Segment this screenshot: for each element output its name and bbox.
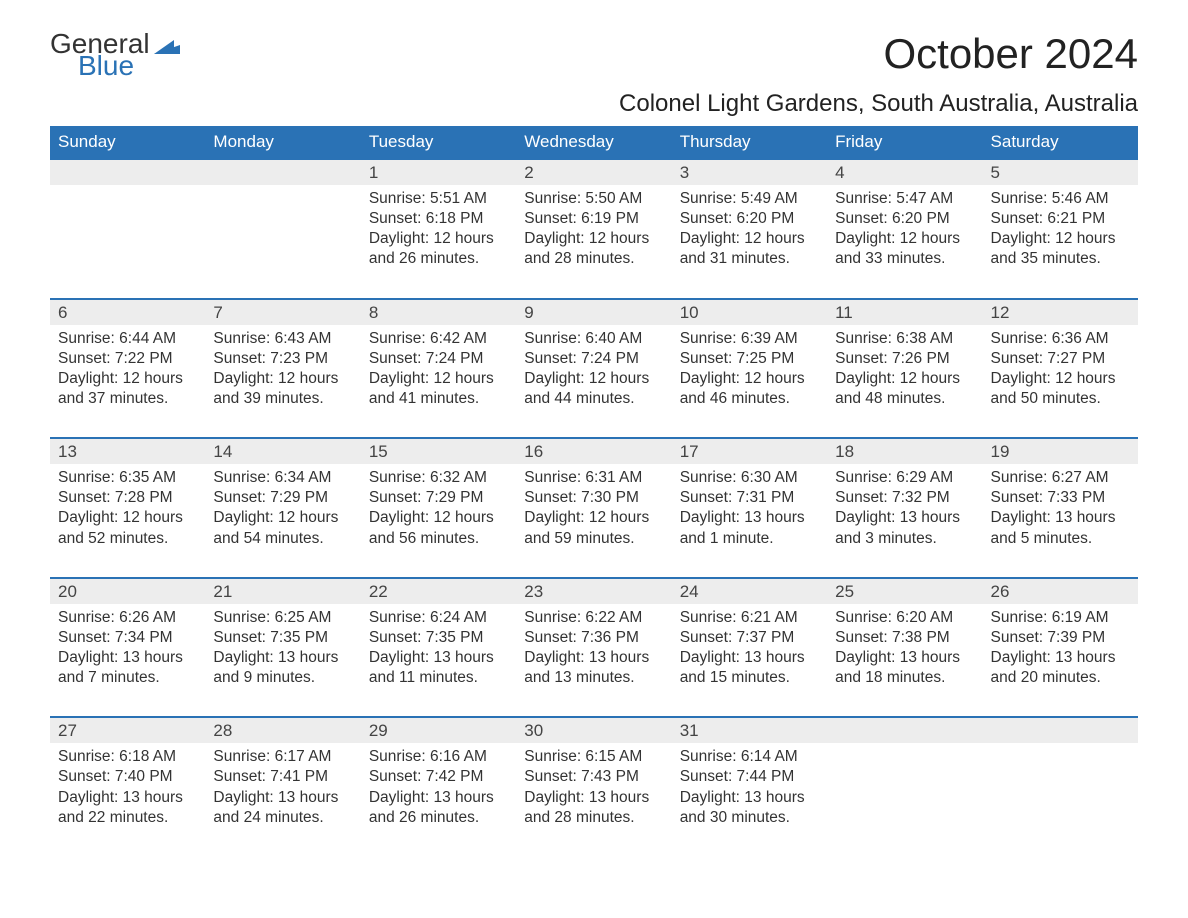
day-number: 19: [983, 438, 1138, 464]
day-number: 29: [361, 717, 516, 743]
day-number: 14: [205, 438, 360, 464]
day-detail: [205, 185, 360, 299]
day-detail: Sunrise: 6:14 AMSunset: 7:44 PMDaylight:…: [672, 743, 827, 836]
day-number: 6: [50, 299, 205, 325]
day-number: 3: [672, 159, 827, 185]
dayname-row: Sunday Monday Tuesday Wednesday Thursday…: [50, 126, 1138, 159]
week-detail-row: Sunrise: 6:18 AMSunset: 7:40 PMDaylight:…: [50, 743, 1138, 836]
page-title: October 2024: [883, 30, 1138, 78]
logo-text-blue: Blue: [78, 52, 134, 80]
day-detail: Sunrise: 6:42 AMSunset: 7:24 PMDaylight:…: [361, 325, 516, 439]
day-number: [50, 159, 205, 185]
week-daynum-row: 20212223242526: [50, 578, 1138, 604]
day-detail: Sunrise: 6:44 AMSunset: 7:22 PMDaylight:…: [50, 325, 205, 439]
week-daynum-row: 6789101112: [50, 299, 1138, 325]
dayname-saturday: Saturday: [983, 126, 1138, 159]
day-number: 1: [361, 159, 516, 185]
day-detail: Sunrise: 6:18 AMSunset: 7:40 PMDaylight:…: [50, 743, 205, 836]
day-detail: [50, 185, 205, 299]
header: General Blue October 2024: [50, 30, 1138, 80]
day-number: 22: [361, 578, 516, 604]
day-detail: Sunrise: 5:49 AMSunset: 6:20 PMDaylight:…: [672, 185, 827, 299]
day-detail: Sunrise: 6:17 AMSunset: 7:41 PMDaylight:…: [205, 743, 360, 836]
day-number: 18: [827, 438, 982, 464]
day-detail: Sunrise: 6:31 AMSunset: 7:30 PMDaylight:…: [516, 464, 671, 578]
day-number: 13: [50, 438, 205, 464]
day-number: 24: [672, 578, 827, 604]
dayname-wednesday: Wednesday: [516, 126, 671, 159]
dayname-tuesday: Tuesday: [361, 126, 516, 159]
day-detail: Sunrise: 5:50 AMSunset: 6:19 PMDaylight:…: [516, 185, 671, 299]
day-number: 28: [205, 717, 360, 743]
day-number: 30: [516, 717, 671, 743]
week-daynum-row: 12345: [50, 159, 1138, 185]
day-number: 25: [827, 578, 982, 604]
logo: General Blue: [50, 30, 180, 80]
day-detail: Sunrise: 5:47 AMSunset: 6:20 PMDaylight:…: [827, 185, 982, 299]
day-number: 11: [827, 299, 982, 325]
day-number: 23: [516, 578, 671, 604]
week-detail-row: Sunrise: 6:26 AMSunset: 7:34 PMDaylight:…: [50, 604, 1138, 718]
day-number: [983, 717, 1138, 743]
week-daynum-row: 13141516171819: [50, 438, 1138, 464]
day-number: 7: [205, 299, 360, 325]
day-detail: Sunrise: 6:20 AMSunset: 7:38 PMDaylight:…: [827, 604, 982, 718]
flag-icon: [154, 36, 180, 54]
day-detail: Sunrise: 6:24 AMSunset: 7:35 PMDaylight:…: [361, 604, 516, 718]
day-detail: Sunrise: 6:19 AMSunset: 7:39 PMDaylight:…: [983, 604, 1138, 718]
day-detail: Sunrise: 6:36 AMSunset: 7:27 PMDaylight:…: [983, 325, 1138, 439]
day-number: [827, 717, 982, 743]
dayname-thursday: Thursday: [672, 126, 827, 159]
day-number: 20: [50, 578, 205, 604]
day-detail: Sunrise: 6:21 AMSunset: 7:37 PMDaylight:…: [672, 604, 827, 718]
day-number: 9: [516, 299, 671, 325]
calendar-body: 12345Sunrise: 5:51 AMSunset: 6:18 PMDayl…: [50, 159, 1138, 836]
dayname-friday: Friday: [827, 126, 982, 159]
day-detail: Sunrise: 6:15 AMSunset: 7:43 PMDaylight:…: [516, 743, 671, 836]
day-number: 31: [672, 717, 827, 743]
calendar-table: Sunday Monday Tuesday Wednesday Thursday…: [50, 126, 1138, 836]
week-detail-row: Sunrise: 6:35 AMSunset: 7:28 PMDaylight:…: [50, 464, 1138, 578]
day-number: 12: [983, 299, 1138, 325]
day-number: 2: [516, 159, 671, 185]
day-number: [205, 159, 360, 185]
day-number: 16: [516, 438, 671, 464]
day-detail: Sunrise: 6:27 AMSunset: 7:33 PMDaylight:…: [983, 464, 1138, 578]
day-detail: Sunrise: 6:40 AMSunset: 7:24 PMDaylight:…: [516, 325, 671, 439]
day-number: 10: [672, 299, 827, 325]
day-number: 15: [361, 438, 516, 464]
week-detail-row: Sunrise: 6:44 AMSunset: 7:22 PMDaylight:…: [50, 325, 1138, 439]
day-number: 27: [50, 717, 205, 743]
day-detail: Sunrise: 6:29 AMSunset: 7:32 PMDaylight:…: [827, 464, 982, 578]
day-number: 8: [361, 299, 516, 325]
dayname-sunday: Sunday: [50, 126, 205, 159]
day-detail: Sunrise: 6:26 AMSunset: 7:34 PMDaylight:…: [50, 604, 205, 718]
day-detail: Sunrise: 6:22 AMSunset: 7:36 PMDaylight:…: [516, 604, 671, 718]
day-detail: [827, 743, 982, 836]
day-detail: Sunrise: 6:25 AMSunset: 7:35 PMDaylight:…: [205, 604, 360, 718]
location-subtitle: Colonel Light Gardens, South Australia, …: [50, 90, 1138, 118]
week-daynum-row: 2728293031: [50, 717, 1138, 743]
day-detail: Sunrise: 5:46 AMSunset: 6:21 PMDaylight:…: [983, 185, 1138, 299]
day-detail: Sunrise: 6:39 AMSunset: 7:25 PMDaylight:…: [672, 325, 827, 439]
day-number: 21: [205, 578, 360, 604]
day-detail: Sunrise: 6:34 AMSunset: 7:29 PMDaylight:…: [205, 464, 360, 578]
day-detail: Sunrise: 6:38 AMSunset: 7:26 PMDaylight:…: [827, 325, 982, 439]
day-number: 5: [983, 159, 1138, 185]
dayname-monday: Monday: [205, 126, 360, 159]
day-detail: Sunrise: 6:30 AMSunset: 7:31 PMDaylight:…: [672, 464, 827, 578]
day-detail: Sunrise: 6:35 AMSunset: 7:28 PMDaylight:…: [50, 464, 205, 578]
day-number: 4: [827, 159, 982, 185]
day-number: 26: [983, 578, 1138, 604]
day-detail: Sunrise: 6:32 AMSunset: 7:29 PMDaylight:…: [361, 464, 516, 578]
week-detail-row: Sunrise: 5:51 AMSunset: 6:18 PMDaylight:…: [50, 185, 1138, 299]
day-number: 17: [672, 438, 827, 464]
day-detail: Sunrise: 5:51 AMSunset: 6:18 PMDaylight:…: [361, 185, 516, 299]
day-detail: Sunrise: 6:43 AMSunset: 7:23 PMDaylight:…: [205, 325, 360, 439]
day-detail: [983, 743, 1138, 836]
day-detail: Sunrise: 6:16 AMSunset: 7:42 PMDaylight:…: [361, 743, 516, 836]
